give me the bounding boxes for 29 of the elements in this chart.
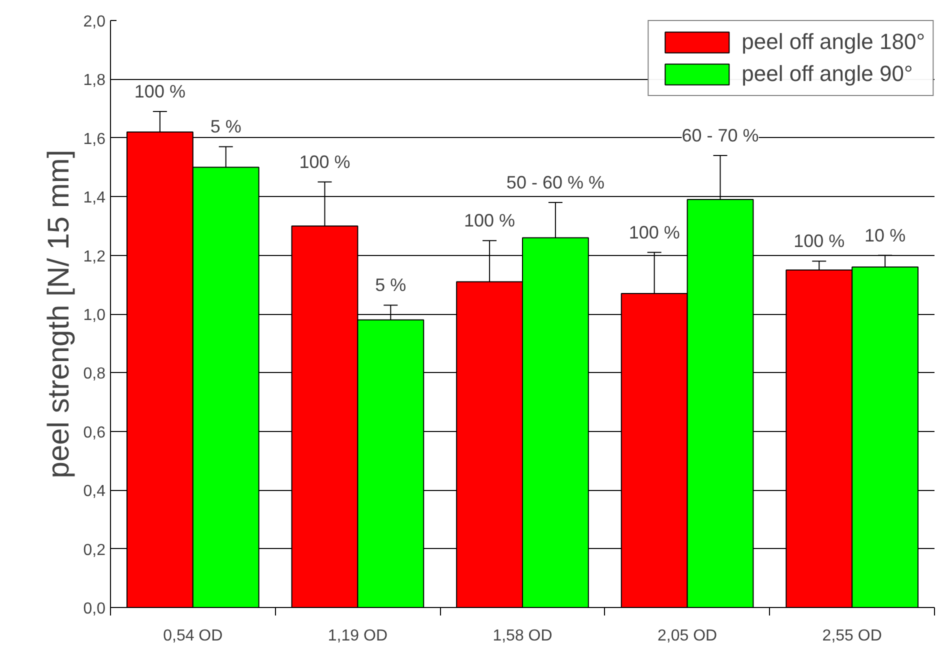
annotation: 100 % [134, 81, 186, 102]
annotation: 100 % [299, 152, 350, 172]
y-tick-label: 0,0 [83, 600, 106, 618]
y-tick-label: 1,8 [83, 72, 106, 90]
annotation: 100 % [628, 222, 680, 242]
annotation: 5 % [210, 116, 242, 137]
annotation: 5 % [375, 275, 406, 296]
y-tick-label: 0,2 [83, 542, 106, 559]
annotation: 10 % [864, 225, 906, 246]
annotation: 100 % [464, 210, 516, 231]
y-tick-label: 1,4 [83, 190, 106, 207]
y-tick-label: 2,0 [83, 14, 106, 30]
y-tick-label: 0,8 [83, 366, 106, 383]
y-tick-label: 1,6 [83, 130, 106, 148]
y-tick-label: 0,6 [83, 424, 106, 442]
y-tick-label: 0,4 [83, 483, 106, 500]
y-tick-label: 1,2 [83, 248, 106, 266]
legend-label: peel off angle 180° [742, 29, 925, 55]
y-axis-title: peel strength [N/ 15 mm] [42, 150, 76, 478]
legend-label: peel off angle 90° [742, 61, 913, 87]
y-tick-label: 1,0 [83, 307, 106, 324]
annotation: 100 % [794, 231, 845, 252]
x-tick-label: 1,58 OD [492, 628, 552, 644]
annotation: 50 - 60 % % [506, 172, 604, 192]
x-tick-label: 1,19 OD [328, 628, 388, 644]
x-tick-label: 0,54 OD [163, 628, 223, 644]
annotation: 60 - 70 % [682, 126, 759, 146]
x-tick-label: 2,05 OD [658, 628, 718, 644]
x-tick-label: 2,55 OD [822, 628, 882, 644]
